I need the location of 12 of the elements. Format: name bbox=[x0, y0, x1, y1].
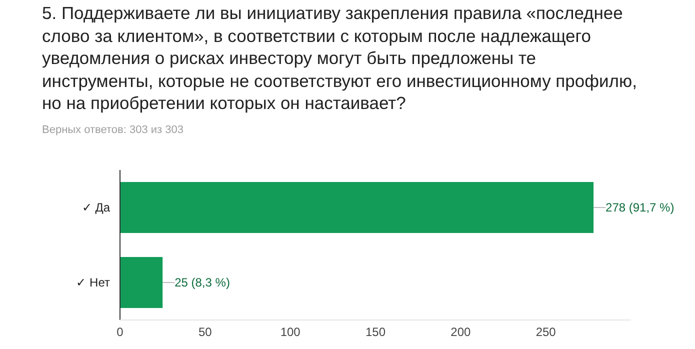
x-tick-label: 250 bbox=[536, 325, 556, 339]
x-tick-label: 100 bbox=[280, 325, 301, 339]
x-tick-label: 0 bbox=[116, 325, 124, 339]
chart-title: 5. Поддерживаете ли вы инициативу закрепления правила «последнее слово за клиентом», в соответствии с которым после надлежащего уведомления о рисках инвестору могут быть предложены те инструменты, которые не соответствуют его инвестиционному профилю, но на приобретении которых он настаивает? bbox=[42, 2, 638, 114]
x-tick-label: 200 bbox=[450, 325, 471, 339]
data-label: 278 (91,7 %) bbox=[606, 200, 674, 215]
data-label: 25 (8,3 %) bbox=[174, 276, 230, 290]
x-tick-label: 50 bbox=[198, 325, 212, 339]
x-tick-label: 150 bbox=[365, 325, 386, 339]
y-tick-label: ✓ Нет bbox=[76, 276, 110, 290]
y-tick-label: ✓ Да bbox=[82, 200, 110, 215]
chart-subtitle: Верных ответов: 303 из 303 bbox=[42, 124, 184, 136]
